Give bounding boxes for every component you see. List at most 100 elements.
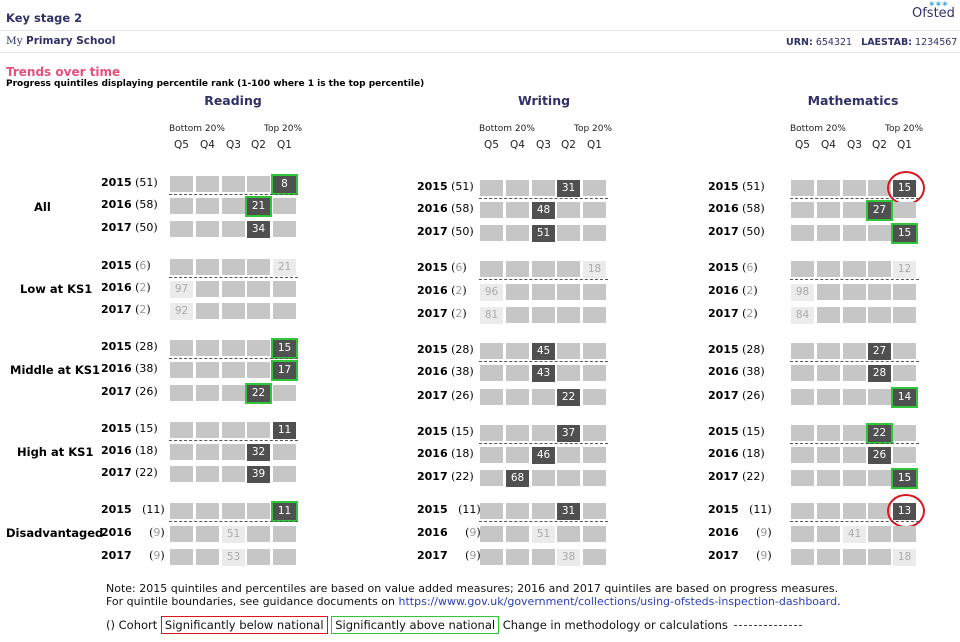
quintile-cell <box>791 447 814 463</box>
row-cohort-value: 50 <box>746 225 761 238</box>
quintile-cell <box>791 503 814 519</box>
percentile-rank: 21 <box>273 259 296 276</box>
key-stage-title: Key stage 2 <box>6 11 83 25</box>
percentile-rank: 51 <box>532 526 555 543</box>
row-year: 2015 <box>708 180 739 193</box>
methodology-change-line <box>790 443 919 444</box>
row-year-cohort: 2017 (2) <box>708 307 758 320</box>
row-year-cohort: 2015 (28) <box>101 340 158 353</box>
guidance-link[interactable]: https://www.gov.uk/government/collection… <box>398 595 838 608</box>
quintile-header: Q3 <box>536 139 551 151</box>
row-year-cohort: 2017 (22) <box>101 466 158 479</box>
quintile-cell <box>170 198 193 214</box>
percentile-rank: 53 <box>222 549 245 566</box>
quintile-cell <box>196 444 219 460</box>
quintile-cell <box>506 261 529 277</box>
quintile-cell <box>583 425 606 441</box>
quintile-cell <box>817 503 840 519</box>
row-cohort-value: 9 <box>469 549 477 562</box>
quintile-cell <box>557 284 580 300</box>
quintile-cell <box>506 503 529 519</box>
quintile-header: Q1 <box>897 139 912 151</box>
row-cohort: (9) <box>131 526 165 539</box>
quintile-cell <box>893 343 916 359</box>
row-cohort: (51) <box>738 180 765 193</box>
quintile-cell <box>273 221 296 237</box>
quintile-cell <box>247 526 270 542</box>
quintile-cell <box>196 422 219 438</box>
row-cohort: (2) <box>447 307 467 320</box>
row-cohort: (2) <box>131 303 151 316</box>
quintile-cell <box>868 389 891 405</box>
row-cohort: (18) <box>131 444 158 457</box>
percentile-rank: 18 <box>583 261 606 278</box>
row-cohort: (28) <box>738 343 765 356</box>
row-year: 2017 <box>101 466 132 479</box>
percentile-rank: 39 <box>247 466 270 483</box>
row-cohort-value: 6 <box>139 259 147 272</box>
quintile-cell <box>791 526 814 542</box>
methodology-change-line <box>479 443 608 444</box>
quintile-header: Q5 <box>795 139 810 151</box>
row-year: 2015 <box>417 261 448 274</box>
quintile-cell <box>791 225 814 241</box>
row-cohort-value: 11 <box>146 503 161 516</box>
percentile-rank: 68 <box>506 470 529 487</box>
ofsted-logo: Ofsted <box>912 6 955 21</box>
percentile-rank: 26 <box>868 447 891 464</box>
legend: () Cohort Significantly below national S… <box>106 616 802 634</box>
sig-below-marker <box>887 494 925 528</box>
section-title: Trends over time <box>6 65 121 79</box>
percentile-rank: 31 <box>557 503 580 520</box>
row-year-cohort: 2017 (50) <box>101 221 158 234</box>
percentile-rank: 15 <box>891 223 918 244</box>
quintile-cell <box>222 340 245 356</box>
row-year-cohort: 2017 (2) <box>417 307 467 320</box>
quintile-cell <box>506 447 529 463</box>
band-bottom-label: Bottom 20% <box>790 124 846 134</box>
quintile-cell <box>868 549 891 565</box>
quintile-cell <box>817 365 840 381</box>
quintile-cell <box>196 526 219 542</box>
percentile-rank: 27 <box>866 200 893 221</box>
row-year-cohort: 2016 (38) <box>101 362 158 375</box>
quintile-cell <box>791 365 814 381</box>
quintile-cell <box>583 180 606 196</box>
quintile-cell <box>170 385 193 401</box>
row-cohort: (15) <box>131 422 158 435</box>
row-year: 2016 <box>101 444 132 457</box>
quintile-cell <box>273 466 296 482</box>
methodology-change-line <box>790 279 919 280</box>
row-cohort: (9) <box>131 549 165 562</box>
row-year-cohort: 2015 (11) <box>101 503 165 516</box>
quintile-cell <box>817 261 840 277</box>
quintile-cell <box>506 526 529 542</box>
row-cohort-value: 15 <box>139 422 154 435</box>
row-year-cohort: 2017 (9) <box>417 549 481 562</box>
methodology-change-line <box>479 198 608 199</box>
quintile-header: Q5 <box>484 139 499 151</box>
quintile-cell <box>817 180 840 196</box>
quintile-header: Q1 <box>277 139 292 151</box>
quintile-cell <box>247 176 270 192</box>
logo-stars-icon: ✶✶✶ <box>928 0 949 10</box>
quintile-header: Q4 <box>200 139 215 151</box>
percentile-rank: 38 <box>557 549 580 566</box>
quintile-header: Q3 <box>847 139 862 151</box>
quintile-cell <box>222 444 245 460</box>
row-cohort: (50) <box>131 221 158 234</box>
group-label: Middle at KS1 <box>10 363 101 377</box>
legend-cohort: () Cohort <box>106 618 158 632</box>
school-title: Primary School <box>26 35 116 47</box>
percentile-rank: 15 <box>271 338 298 359</box>
quintile-cell <box>532 261 555 277</box>
methodology-change-line <box>790 521 919 522</box>
quintile-cell <box>817 307 840 323</box>
row-year: 2016 <box>417 284 448 297</box>
methodology-change-line <box>479 521 608 522</box>
row-cohort-value: 18 <box>455 447 470 460</box>
quintile-cell <box>247 281 270 297</box>
row-cohort: (6) <box>738 261 758 274</box>
row-cohort-value: 2 <box>746 284 754 297</box>
percentile-rank: 97 <box>170 281 193 298</box>
